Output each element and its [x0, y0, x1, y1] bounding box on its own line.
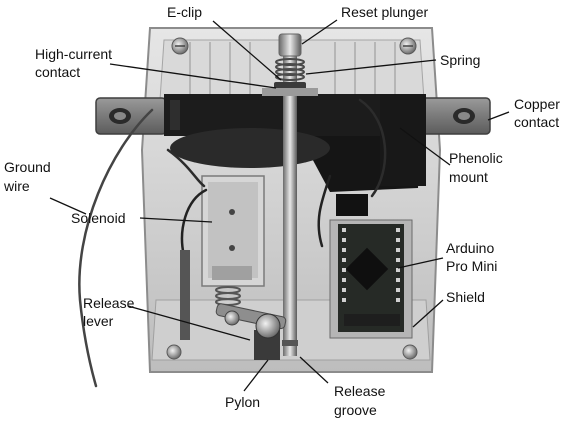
label-release-groove-line1: Release — [334, 383, 386, 399]
label-solenoid: Solenoid — [71, 210, 126, 226]
spring-coils — [275, 58, 305, 81]
header-pins — [342, 228, 400, 302]
label-copper-line2: contact — [514, 114, 560, 130]
copper-contact-brackets — [95, 97, 491, 135]
label-release-lever-line2: lever — [83, 313, 114, 329]
label-phenolic-line1: Phenolic — [449, 150, 503, 166]
label-phenolic-line2: mount — [449, 169, 488, 185]
label-shield: Shield — [446, 289, 485, 305]
solenoid — [201, 175, 265, 306]
label-high-current-line2: contact — [35, 64, 81, 80]
label-high-current-line1: High-current — [35, 46, 113, 62]
label-release-lever-line1: Release — [83, 295, 135, 311]
label-arduino-line2: Pro Mini — [446, 258, 498, 274]
header-connector — [180, 250, 190, 340]
label-reset-plunger: Reset plunger — [341, 4, 429, 20]
label-copper-line1: Copper — [514, 96, 560, 112]
voltage-regulator — [336, 194, 368, 216]
pylon — [254, 313, 281, 360]
enclosure-screws — [166, 37, 418, 360]
enclosure-ribs — [189, 42, 396, 96]
leader-lines — [49, 19, 510, 392]
label-eclip: E-clip — [167, 4, 203, 20]
label-release-groove-line2: groove — [334, 402, 377, 418]
label-ground-line1: Ground — [4, 159, 51, 175]
label-ground-line2: wire — [4, 178, 30, 194]
arduino-board — [329, 219, 413, 339]
label-arduino-line1: Arduino — [446, 240, 495, 256]
label-spring: Spring — [440, 52, 481, 68]
reset-plunger-assembly — [262, 33, 318, 356]
label-pylon: Pylon — [225, 394, 261, 410]
